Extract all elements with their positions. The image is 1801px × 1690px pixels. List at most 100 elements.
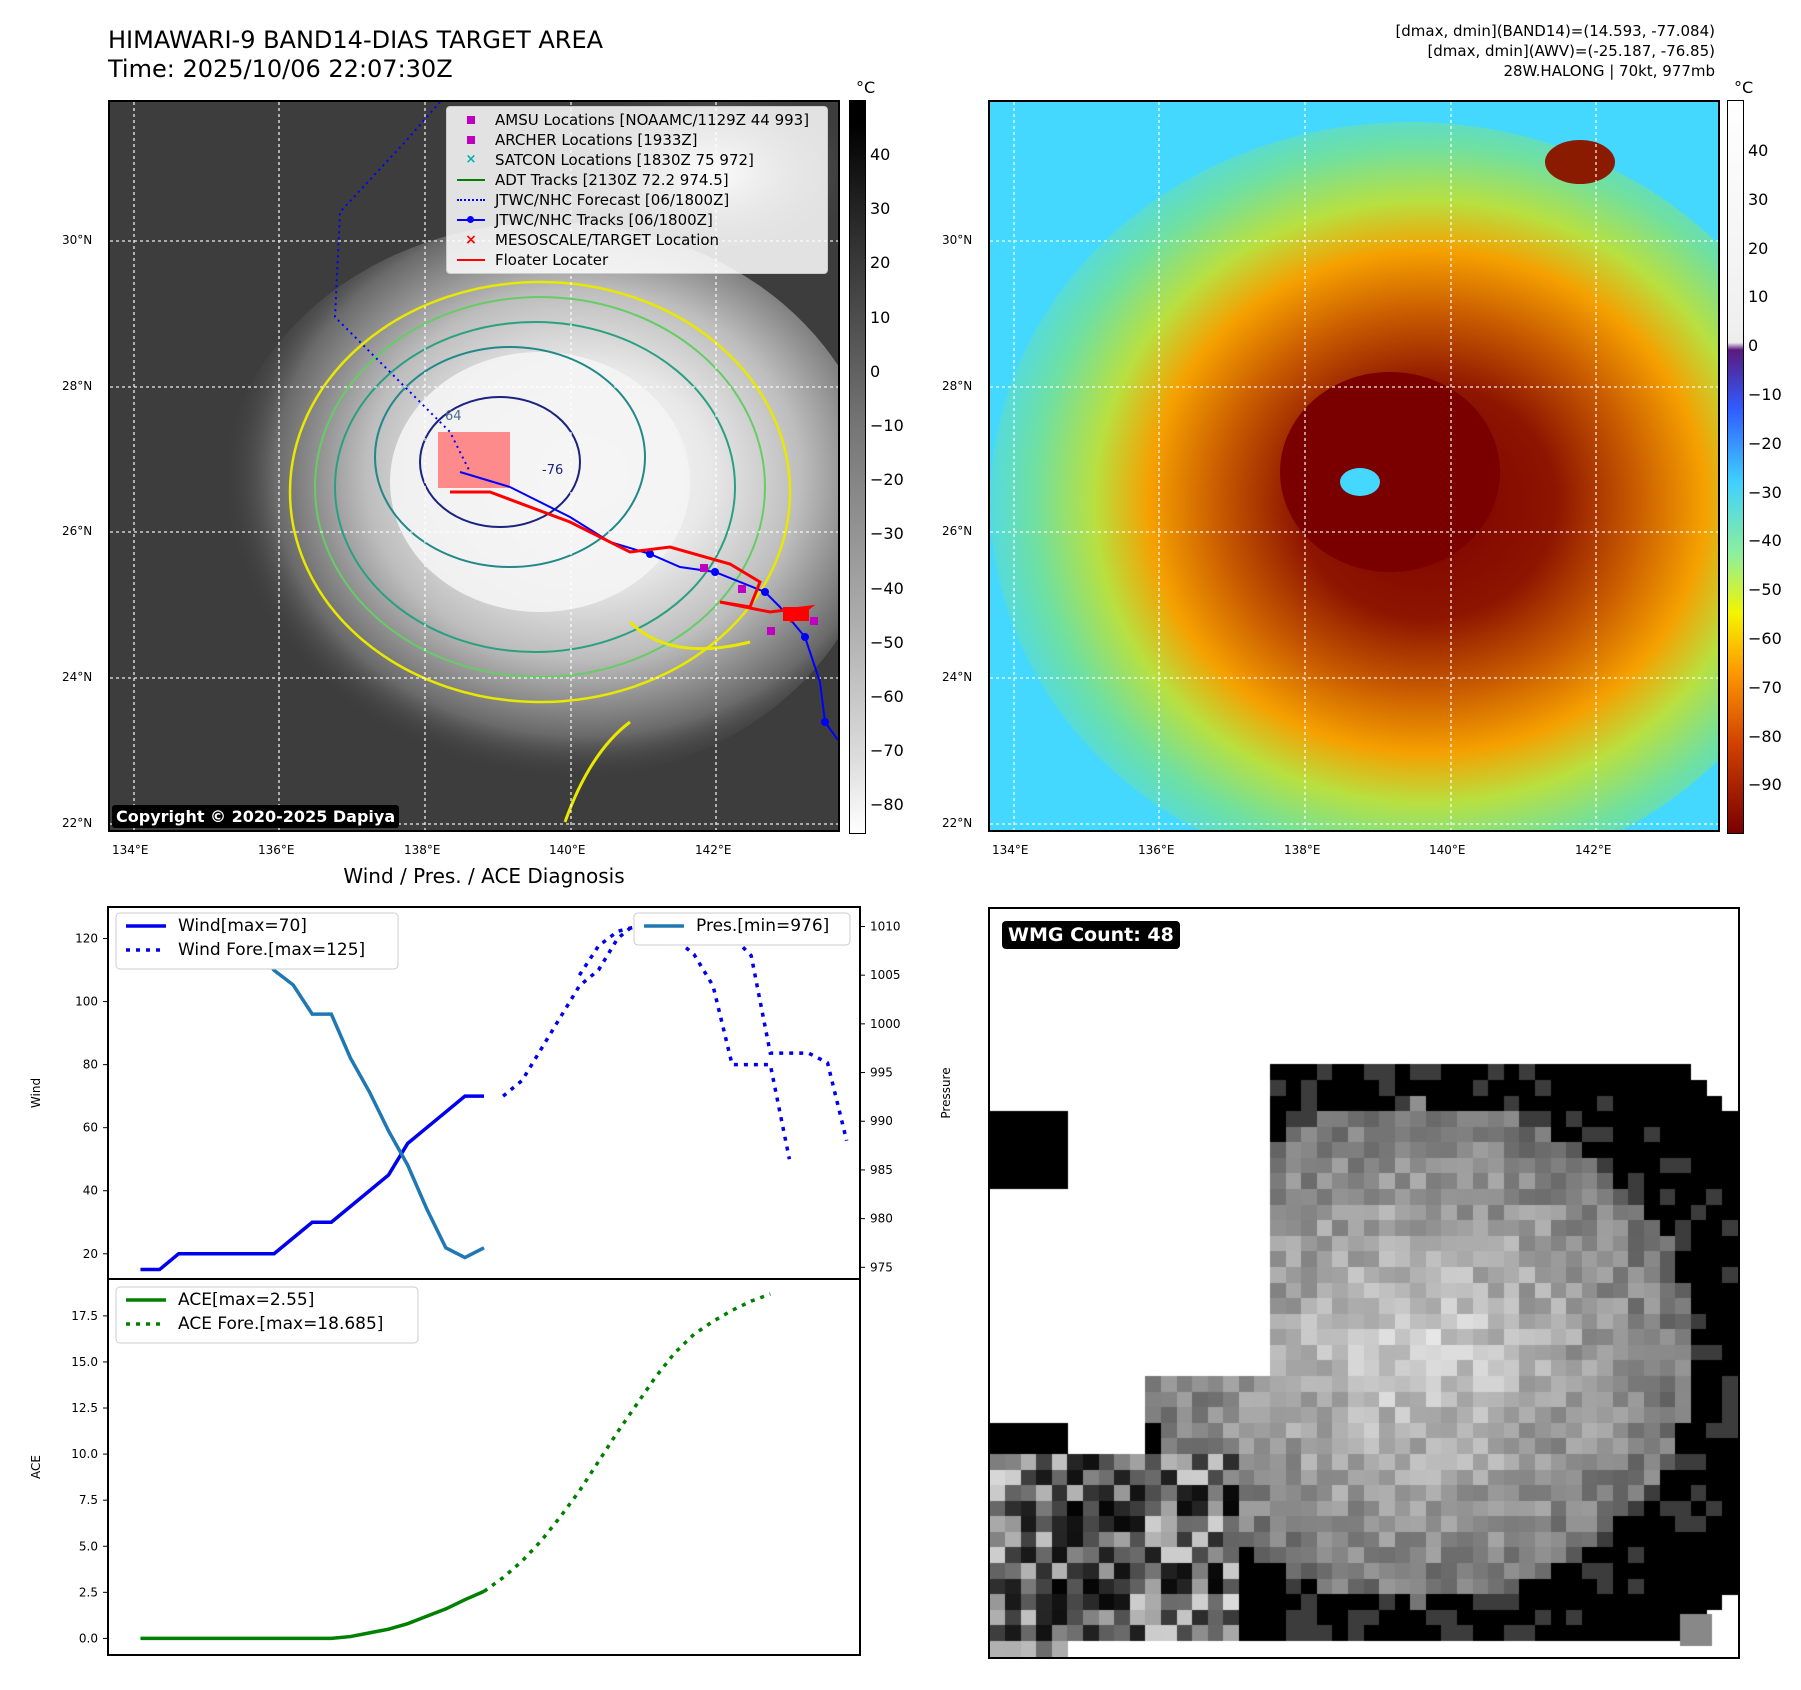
wmg-count-label: WMG Count: 48: [1002, 921, 1180, 949]
wind-axis-label: Wind: [29, 1078, 43, 1108]
lon-label: 140°E: [549, 843, 586, 857]
lat-label: 30°N: [62, 233, 93, 247]
lat-label: 22°N: [62, 816, 93, 830]
awv-map-image: [990, 102, 1718, 830]
colorbar-tick-label: −60: [1748, 629, 1782, 648]
wind-forecast-series-line: [501, 921, 792, 1160]
colorbar-tick-label: −60: [870, 687, 904, 706]
y-tick-label: 2.5: [79, 1585, 98, 1599]
colorbar-tick-label: 40: [870, 145, 891, 164]
colorbar-tick-label: −20: [1748, 433, 1782, 453]
legend-label: Wind[max=70]: [178, 916, 307, 936]
legend-label: Wind Fore.[max=125]: [178, 940, 365, 960]
y2-tick-label: 1000: [870, 1017, 901, 1031]
colorbar-tick-label: 0: [1748, 336, 1759, 356]
storm-info: 28W.HALONG | 70kt, 977mb: [1503, 62, 1715, 80]
lat-label: 26°N: [942, 524, 973, 538]
legend-label: ACE[max=2.55]: [178, 1290, 314, 1310]
ace-series-line: [140, 1589, 485, 1641]
diagnosis-chart: 20 40 60 80 100 120 975 980 985 990 995 1000 1005 101…: [29, 906, 953, 1656]
map-legend: AMSU Locations [NOAAMC/1129Z 44 993] ARC…: [446, 106, 828, 274]
lon-label: 140°E: [1429, 843, 1466, 857]
chart-legend: [633, 912, 851, 946]
y-tick-label: 120: [75, 932, 98, 946]
y-tick-label: 80: [83, 1058, 98, 1072]
y-tick-label: 12.5: [71, 1401, 98, 1415]
legend-amsu: AMSU Locations [NOAAMC/1129Z 44 993]: [457, 111, 809, 129]
lat-label: 28°N: [942, 379, 973, 393]
colorbar-tick-label: −30: [870, 524, 904, 544]
ace-axis-label: ACE: [29, 1455, 43, 1479]
ir-map-panel: 64 -76 AMSU Locations [NOAAMC/1129Z 44 9…: [108, 100, 840, 832]
legend-label: ACE Fore.[max=18.685]: [178, 1314, 383, 1334]
lat-label: 22°N: [942, 816, 973, 830]
lon-label: 134°E: [112, 843, 149, 857]
diagnosis-title: Wind / Pres. / ACE Diagnosis: [343, 864, 625, 888]
ace-forecast-series-line: [482, 1292, 771, 1593]
lon-label: 142°E: [695, 843, 732, 857]
y-tick-label: 40: [83, 1184, 98, 1198]
awv-map-panel: [988, 100, 1720, 832]
colorbar-tick-label: −10: [1748, 385, 1782, 404]
colorbar-tick-label: 30: [1748, 189, 1769, 209]
y2-tick-label: 990: [870, 1114, 893, 1128]
lat-label: 28°N: [62, 379, 93, 393]
y-tick-label: 100: [75, 995, 98, 1009]
y2-tick-label: 995: [870, 1066, 893, 1080]
wind-series-line: [140, 1094, 484, 1272]
y-tick-label: 60: [83, 1121, 98, 1135]
pressure-forecast-series-line: [577, 914, 849, 1142]
colorbar-unit: °C: [856, 78, 876, 97]
colorbar-tick-label: 30: [870, 199, 891, 219]
lon-label: 138°E: [404, 843, 441, 857]
y2-tick-label: 980: [870, 1212, 893, 1226]
stats-awv: [dmax, dmin](AWV)=(-25.187, -76.85): [1427, 42, 1715, 60]
colorbar-tick-label: −50: [1748, 580, 1782, 600]
y-tick-label: 7.5: [79, 1493, 98, 1507]
colorbar-tick-label: −90: [1748, 775, 1782, 795]
legend-floater: Floater Locater: [457, 251, 608, 269]
colorbar-unit: °C: [1734, 78, 1754, 97]
legend-jtwc-tracks: JTWC/NHC Tracks [06/1800Z]: [457, 211, 713, 229]
y2-tick-label: 1005: [870, 968, 901, 982]
colorbar-tick-label: −50: [870, 632, 904, 652]
colorbar-tick-label: −70: [870, 741, 904, 761]
colorbar-tick-label: −20: [870, 470, 904, 490]
lon-label: 136°E: [258, 843, 295, 857]
colorbar-tick-label: −70: [1748, 677, 1782, 697]
colorbar-tick-label: −80: [870, 795, 904, 815]
y2-tick-label: 975: [870, 1260, 893, 1274]
wmg-panel: WMG Count: 48: [988, 907, 1740, 1659]
y2-tick-label: 985: [870, 1163, 893, 1177]
colorbar-tick-label: 20: [1748, 238, 1769, 258]
map-title: HIMAWARI-9 BAND14-DIAS TARGET AREA: [108, 26, 604, 54]
y-tick-label: 5.0: [79, 1539, 98, 1553]
legend-satcon: × SATCON Locations [1830Z 75 972]: [465, 151, 754, 169]
lon-label: 138°E: [1284, 843, 1321, 857]
legend-adt: ADT Tracks [2130Z 72.2 974.5]: [457, 171, 729, 189]
lon-label: 142°E: [1575, 843, 1612, 857]
y-tick-label: 0.0: [79, 1631, 98, 1645]
colorbar-tick-label: −30: [1748, 482, 1782, 502]
copyright-label: Copyright © 2020-2025 Dapiya: [112, 805, 400, 828]
lat-label: 24°N: [62, 670, 93, 684]
colorbar-tick-label: 40: [1748, 141, 1769, 160]
colorbar-tick-label: 0: [870, 361, 881, 381]
stats-band14: [dmax, dmin](BAND14)=(14.593, -77.084): [1395, 22, 1715, 40]
lat-label: 30°N: [942, 233, 973, 247]
y-tick-label: 15.0: [71, 1355, 98, 1369]
chart-legend: [115, 1286, 419, 1344]
map-time: Time: 2025/10/06 22:07:30Z: [108, 55, 453, 83]
legend-jtwc-forecast: JTWC/NHC Forecast [06/1800Z]: [457, 191, 729, 209]
y-tick-label: 10.0: [71, 1447, 98, 1461]
lon-label: 134°E: [992, 843, 1029, 857]
svg-text:64: 64: [445, 409, 462, 424]
colorbar-tick-label: 20: [870, 253, 891, 273]
awv-colorbar: [1727, 100, 1744, 834]
pressure-axis-label: Pressure: [939, 1067, 953, 1118]
y2-tick-label: 1010: [870, 919, 901, 933]
colorbar-tick-label: −40: [1748, 531, 1782, 551]
colorbar-tick-label: 10: [870, 307, 891, 327]
legend-archer: ARCHER Locations [1933Z]: [457, 131, 698, 149]
lat-label: 24°N: [942, 670, 973, 684]
